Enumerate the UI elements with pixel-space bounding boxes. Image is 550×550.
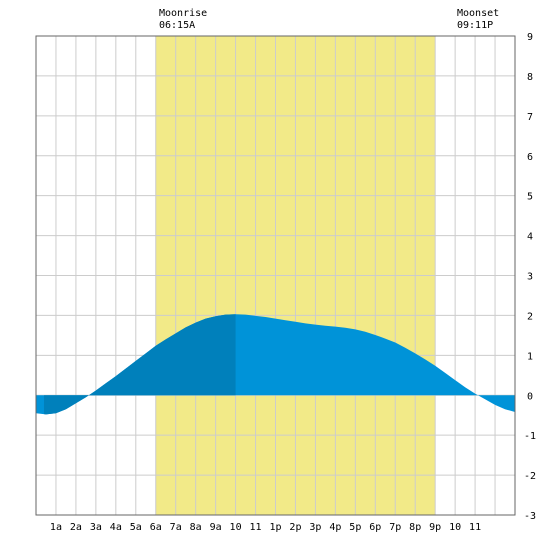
- y-tick-label: 5: [527, 192, 533, 203]
- x-tick-label: 1a: [50, 522, 62, 533]
- x-tick-label: 10: [230, 522, 242, 533]
- x-tick-label: 2p: [289, 522, 301, 533]
- y-tick-label: 2: [527, 311, 533, 322]
- y-tick-label: -1: [524, 431, 536, 442]
- y-tick-label: 0: [527, 391, 533, 402]
- y-tick-label: -2: [524, 471, 536, 482]
- y-tick-label: 3: [527, 272, 533, 283]
- moonset-time: 09:11P: [457, 20, 493, 31]
- x-tick-label: 7p: [389, 522, 401, 533]
- y-tick-label: 6: [527, 152, 533, 163]
- moonset-label: Moonset: [457, 8, 499, 19]
- y-tick-label: 9: [527, 32, 533, 43]
- x-tick-label: 6p: [369, 522, 381, 533]
- x-tick-label: 8a: [190, 522, 202, 533]
- y-tick-label: 7: [527, 112, 533, 123]
- grid-lines: [36, 36, 515, 515]
- x-tick-label: 7a: [170, 522, 182, 533]
- x-tick-label: 3a: [90, 522, 102, 533]
- x-axis-tick-labels: 1a 2a 3a 4a 5a 6a 7a 8a 9a 10 11 1p 2p 3p 4p 5p 6p 7p 8p 9p…: [50, 522, 481, 533]
- y-tick-label: 8: [527, 72, 533, 83]
- x-tick-label: 5p: [349, 522, 361, 533]
- x-tick-label: 8p: [409, 522, 421, 533]
- x-tick-label: 10: [449, 522, 461, 533]
- x-tick-label: 9p: [429, 522, 441, 533]
- moonrise-time: 06:15A: [159, 20, 195, 31]
- x-tick-label: 4a: [110, 522, 122, 533]
- x-tick-label: 2a: [70, 522, 82, 533]
- x-tick-label: 11: [469, 522, 481, 533]
- plot-frame: [35, 35, 516, 516]
- x-tick-label: 3p: [309, 522, 321, 533]
- x-tick-label: 5a: [130, 522, 142, 533]
- moonrise-label: Moonrise: [159, 8, 207, 19]
- y-tick-label: 4: [527, 232, 533, 243]
- y-tick-label: 1: [527, 351, 533, 362]
- x-tick-label: 11: [250, 522, 262, 533]
- x-tick-label: 4p: [329, 522, 341, 533]
- y-axis-tick-labels: -3 -2 -1 0 1 2 3 4 5 6 7 8 9: [524, 32, 536, 522]
- tide-level-highlight-area: [43, 314, 236, 415]
- x-tick-label: 6a: [150, 522, 162, 533]
- x-tick-label: 9a: [210, 522, 222, 533]
- x-tick-label: 1p: [269, 522, 281, 533]
- y-tick-label: -3: [524, 511, 536, 522]
